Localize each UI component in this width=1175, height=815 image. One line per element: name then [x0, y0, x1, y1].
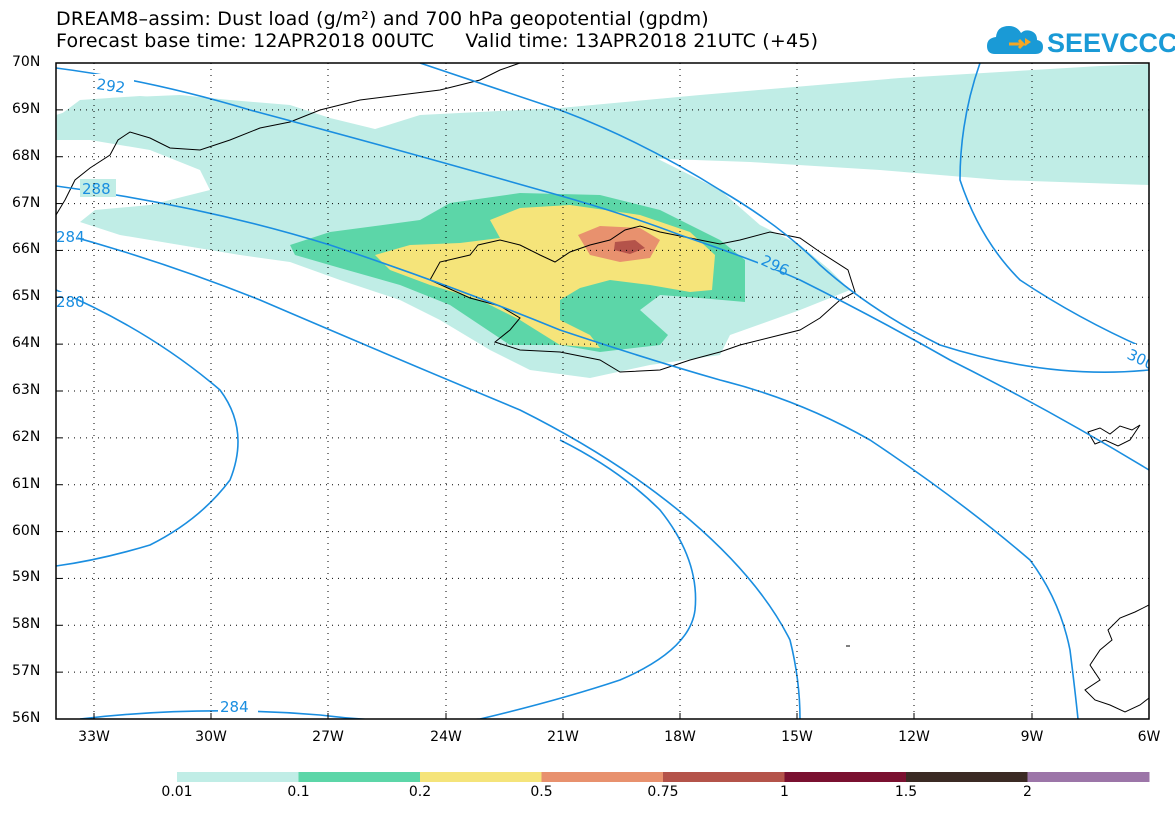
lon-label: 30W	[195, 729, 227, 745]
dust-band-0.75	[614, 240, 645, 254]
contour-label-288: 288	[82, 180, 111, 198]
colorbar-label: 0.01	[161, 784, 193, 800]
geopotential-contours	[56, 63, 1149, 719]
lat-label: 69N	[12, 100, 41, 117]
contour-288	[56, 185, 1079, 719]
lon-label: 33W	[78, 729, 110, 745]
colorbar-label: 2	[1023, 784, 1032, 800]
lat-label: 63N	[12, 382, 41, 398]
lon-label: 15W	[781, 729, 813, 745]
lon-label: 24W	[430, 729, 462, 745]
seevccc-logo: SEEVCCC	[987, 26, 1175, 58]
lat-label: 68N	[12, 147, 41, 164]
lat-label: 56N	[12, 710, 41, 726]
colorbar	[177, 772, 1150, 782]
lat-label: 61N	[12, 475, 41, 492]
colorbar-swatch	[663, 772, 785, 782]
axis-ticks	[56, 62, 1150, 720]
logo-text: SEEVCCC	[1047, 28, 1175, 58]
lon-label: 12W	[898, 729, 930, 745]
lon-label: 18W	[664, 729, 696, 745]
colorbar-label: 0.2	[408, 784, 432, 800]
lat-label: 65N	[12, 288, 41, 305]
colorbar-label: 1	[780, 784, 789, 800]
lat-label: 66N	[12, 241, 41, 258]
lon-label: 9W	[1020, 729, 1044, 745]
contour-280	[56, 289, 239, 567]
colorbar-swatch	[298, 772, 421, 782]
lon-label: 6W	[1137, 729, 1161, 745]
colorbar-label: 0.5	[530, 784, 553, 800]
contour-label-292: 292	[95, 75, 126, 97]
colorbar-swatch	[906, 772, 1028, 782]
colorbar-label: 0.75	[647, 784, 679, 800]
contour-296	[419, 63, 1149, 373]
lat-label: 70N	[12, 54, 41, 70]
colorbar-swatch	[1027, 772, 1150, 782]
coastline-greenland	[56, 63, 521, 216]
colorbar-label: 1.5	[894, 784, 918, 800]
contour-label-284b: 284	[220, 698, 249, 716]
lat-label: 60N	[12, 522, 41, 539]
coastline-scotland	[1084, 604, 1149, 713]
map-title: DREAM8–assim: Dust load (g/m²) and 700 h…	[56, 8, 709, 30]
lon-label: 21W	[547, 729, 579, 745]
contour-label-280: 280	[56, 293, 85, 311]
contour-284b	[79, 439, 697, 719]
contour-284	[56, 231, 801, 719]
gridlines	[56, 63, 1149, 719]
map-subtitle: Forecast base time: 12APR2018 00UTC Vali…	[56, 30, 819, 52]
lat-label: 67N	[12, 194, 41, 211]
contour-292	[56, 67, 1149, 471]
lon-label: 27W	[312, 729, 344, 745]
colorbar-swatch	[784, 772, 907, 782]
contour-label-284: 284	[56, 228, 85, 246]
contour-labels: 292 288 284 280 296 300 284	[56, 74, 1158, 716]
lat-label: 59N	[12, 569, 41, 586]
cloud-icon	[987, 26, 1043, 54]
coastline-faroe	[1087, 424, 1141, 447]
lat-label: 58N	[12, 616, 41, 633]
contour-label-300: 300	[1124, 345, 1158, 373]
lat-label: 64N	[12, 335, 41, 352]
contour-300	[959, 63, 1149, 351]
colorbar-label: 0.1	[287, 784, 310, 800]
colorbar-swatch	[177, 772, 299, 782]
lat-label: 57N	[12, 663, 41, 680]
lat-label: 62N	[12, 428, 41, 445]
colorbar-swatch	[541, 772, 664, 782]
colorbar-swatch	[420, 772, 542, 782]
